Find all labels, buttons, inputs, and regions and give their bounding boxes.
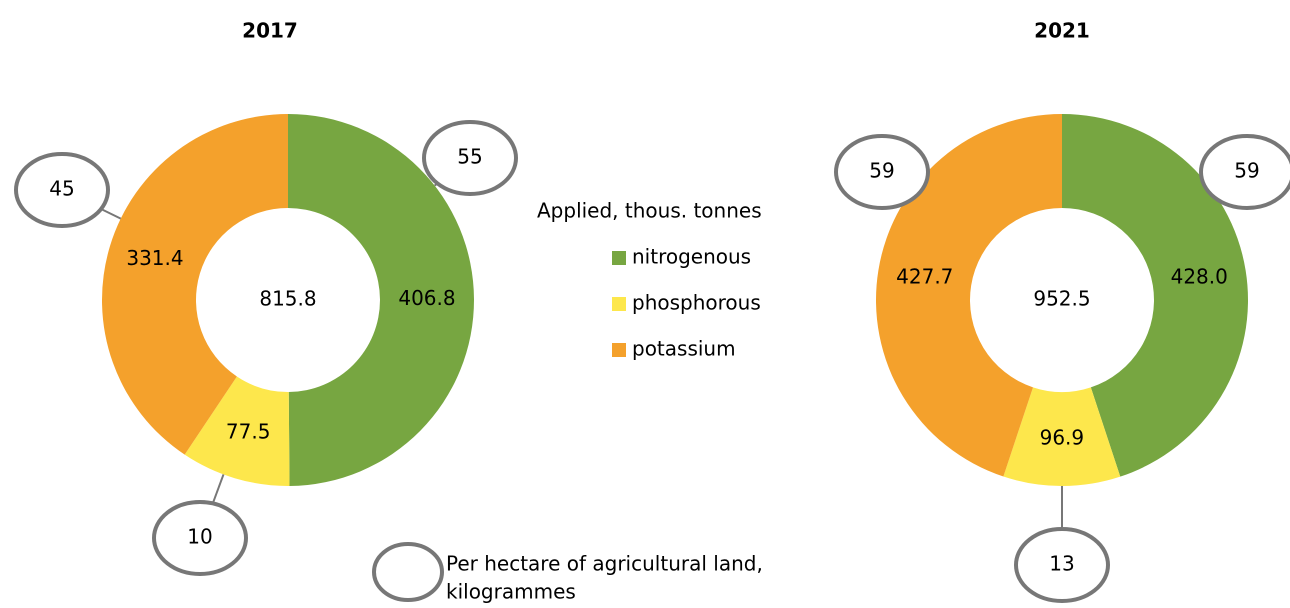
data-label: 406.8	[398, 286, 455, 310]
per-hectare-circle	[1199, 134, 1290, 210]
per-hectare-label: 45	[49, 177, 74, 201]
per-hectare-label: 59	[869, 159, 894, 183]
per-hectare-circle	[14, 152, 110, 228]
data-label: 96.9	[1040, 425, 1085, 449]
per-hectare-label: 59	[1234, 159, 1259, 183]
legend-label: nitrogenous	[632, 245, 751, 269]
legend-label: phosphorous	[632, 291, 761, 315]
legend-title: Applied, thous. tonnes	[537, 199, 762, 223]
legend-swatch	[612, 251, 626, 265]
per-hectare-circle	[422, 120, 518, 196]
per-hectare-circle	[152, 500, 248, 576]
donut-segment	[184, 376, 290, 486]
per-hectare-legend-symbol	[372, 542, 444, 602]
per-hectare-legend-text: Per hectare of agricultural land,	[446, 552, 763, 576]
donut-segment	[1003, 387, 1121, 486]
per-hectare-label: 13	[1049, 552, 1074, 576]
leader-line	[100, 208, 122, 220]
donut-segment	[102, 114, 288, 455]
per-hectare-legend-text: kilogrammes	[446, 580, 576, 604]
legend-swatch	[612, 343, 626, 357]
per-hectare-label: 10	[187, 525, 212, 549]
chart-title: 2021	[1034, 19, 1090, 43]
per-hectare-circle	[834, 134, 930, 210]
leader-line	[211, 474, 225, 504]
data-label: 427.7	[896, 264, 953, 288]
legend-swatch	[612, 297, 626, 311]
data-label: 428.0	[1171, 264, 1228, 288]
data-label: 77.5	[226, 420, 271, 444]
chart-title: 2017	[242, 19, 298, 43]
total-label: 952.5	[1033, 287, 1090, 311]
data-label: 331.4	[126, 246, 183, 270]
legend-label: potassium	[632, 337, 736, 361]
per-hectare-label: 55	[457, 145, 482, 169]
donut-segment	[876, 114, 1062, 477]
donut-segment	[288, 114, 474, 486]
donut-segment	[1062, 114, 1248, 477]
per-hectare-circle	[1014, 527, 1110, 603]
total-label: 815.8	[259, 287, 316, 311]
